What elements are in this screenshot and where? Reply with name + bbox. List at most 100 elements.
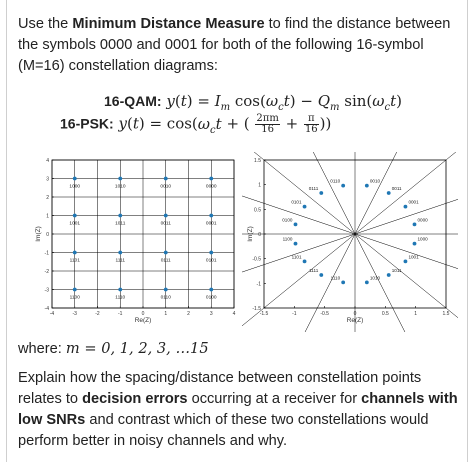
decision-boundary-line [242, 233, 356, 273]
y-tick-label: 1 [46, 214, 49, 220]
symbol-label: 0100 [282, 217, 293, 222]
qam-constellation-chart: -4 -3 -2 -1 0 1 2 3 4 -4 -3 -2 -1 0 1 2 3 4 Re(Z) Im(Z) 1000… [35, 158, 236, 324]
constellation-point [319, 273, 324, 277]
symbol-label: 1100 [70, 295, 81, 301]
constellation-point [386, 273, 391, 277]
constellation-point [163, 176, 168, 181]
symbol-label: 0111 [309, 186, 319, 191]
constellation-point [364, 280, 369, 285]
y-tick-label: 0.5 [254, 207, 261, 213]
symbol-label: 1110 [115, 295, 125, 301]
x-axis-label: Re(Z) [135, 317, 152, 324]
symbol-label: 1010 [115, 184, 126, 190]
constellation-point [364, 183, 369, 188]
constellation-point [403, 204, 408, 209]
x-tick-label: -3 [73, 311, 78, 317]
symbol-label: 0000 [206, 184, 217, 190]
x-tick-label: 3 [210, 311, 213, 317]
symbol-label: 0011 [161, 221, 172, 227]
y-tick-label: 4 [46, 158, 49, 164]
y-tick-label: 1.5 [254, 158, 261, 164]
constellation-point [341, 183, 346, 188]
symbol-label: 0101 [291, 200, 302, 205]
constellation-point [302, 204, 307, 209]
symbol-label: 0010 [160, 184, 171, 190]
x-tick-label: 4 [233, 311, 236, 317]
decision-boundary-line [242, 195, 356, 235]
y-tick-label: -0.5 [252, 257, 261, 263]
constellation-point [118, 176, 123, 181]
y-tick-label: -1 [257, 281, 262, 287]
x-axis-label: Re(Z) [347, 317, 364, 324]
psk-constellation-chart: -1.5 -1 -0.5 0 0.5 1 1.5 -1.5 -1 -0.5 0 0.5 1 1.5 Re(Z… [242, 152, 458, 332]
x-tick-label: -1 [292, 311, 297, 317]
decision-boundary-line [242, 233, 356, 327]
symbol-label: 1101 [292, 254, 302, 259]
symbol-label: 1000 [69, 184, 80, 190]
constellation-point [163, 250, 168, 255]
constellation-point [293, 241, 298, 246]
x-tick-label: -0.5 [320, 311, 329, 317]
y-tick-label: -2 [45, 269, 50, 275]
y-tick-label: -1 [45, 251, 50, 257]
x-tick-label: -1 [118, 311, 123, 317]
explain-paragraph: Explain how the spacing/distance between… [18, 370, 458, 449]
constellation-point [72, 250, 77, 255]
symbol-label: 0110 [161, 295, 172, 301]
where-line: where: m = 0, 1, 2, 3, …15 [18, 340, 209, 357]
symbol-label: 1111 [115, 258, 125, 264]
x-tick-label: 1 [164, 311, 167, 317]
symbol-label: 0010 [370, 179, 381, 184]
constellation-point [302, 259, 307, 264]
decision-boundary-line [253, 152, 356, 235]
decision-boundary-line [312, 152, 356, 235]
decision-boundary-line [354, 152, 457, 235]
y-tick-label: 0 [46, 232, 49, 238]
y-tick-label: 2 [46, 195, 49, 201]
x-tick-label: 1 [414, 311, 417, 317]
constellation-point [209, 176, 214, 181]
constellation-point [118, 250, 123, 255]
symbol-label: 1100 [283, 237, 293, 242]
symbol-label: 1001 [69, 221, 80, 227]
symbol-label: 1001 [408, 254, 419, 259]
x-tick-label: 0 [354, 311, 357, 317]
constellation-point [72, 176, 77, 181]
constellation-point [319, 191, 324, 195]
x-tick-label: 2 [187, 311, 190, 317]
symbol-label: 1000 [418, 237, 429, 242]
symbol-label: 0011 [392, 186, 402, 191]
symbol-label: 0001 [408, 200, 419, 205]
y-tick-label: 1 [258, 183, 261, 189]
psk-equation: 16-PSK: y(t) = cos(ωct + ( 2πm 16 + π 16)) [60, 113, 332, 136]
constellation-point [118, 213, 123, 218]
y-tick-label: 3 [46, 177, 49, 183]
symbol-label: 0101 [206, 258, 217, 264]
decision-boundary-line [354, 152, 398, 235]
symbol-label: 1010 [370, 275, 381, 280]
y-axis-label: Im(Z) [247, 226, 254, 242]
symbol-label: 0111 [161, 258, 171, 264]
constellation-point [412, 241, 417, 246]
constellation-point [209, 287, 214, 292]
constellation-point [163, 287, 168, 292]
symbol-label: 0001 [206, 221, 217, 227]
x-tick-label: 1.5 [443, 311, 450, 317]
x-tick-label: 0.5 [382, 311, 389, 317]
constellation-point [163, 213, 168, 218]
constellation-point [209, 250, 214, 255]
decision-boundary-line [354, 199, 458, 235]
constellation-point [72, 287, 77, 292]
constellation-point [386, 191, 391, 195]
symbol-label: 1011 [392, 268, 402, 273]
symbol-label: 1110 [331, 275, 341, 280]
question-intro: Use the Minimum Distance Measure to find… [18, 16, 451, 74]
constellation-point [403, 259, 408, 264]
y-tick-label: 0 [258, 232, 261, 238]
constellation-point [72, 213, 77, 218]
symbol-label: 0100 [206, 295, 217, 301]
decision-boundary-line [354, 233, 458, 319]
symbol-label: 1011 [115, 221, 126, 227]
x-tick-label: -4 [50, 311, 55, 317]
x-tick-label: -1.5 [260, 311, 269, 317]
